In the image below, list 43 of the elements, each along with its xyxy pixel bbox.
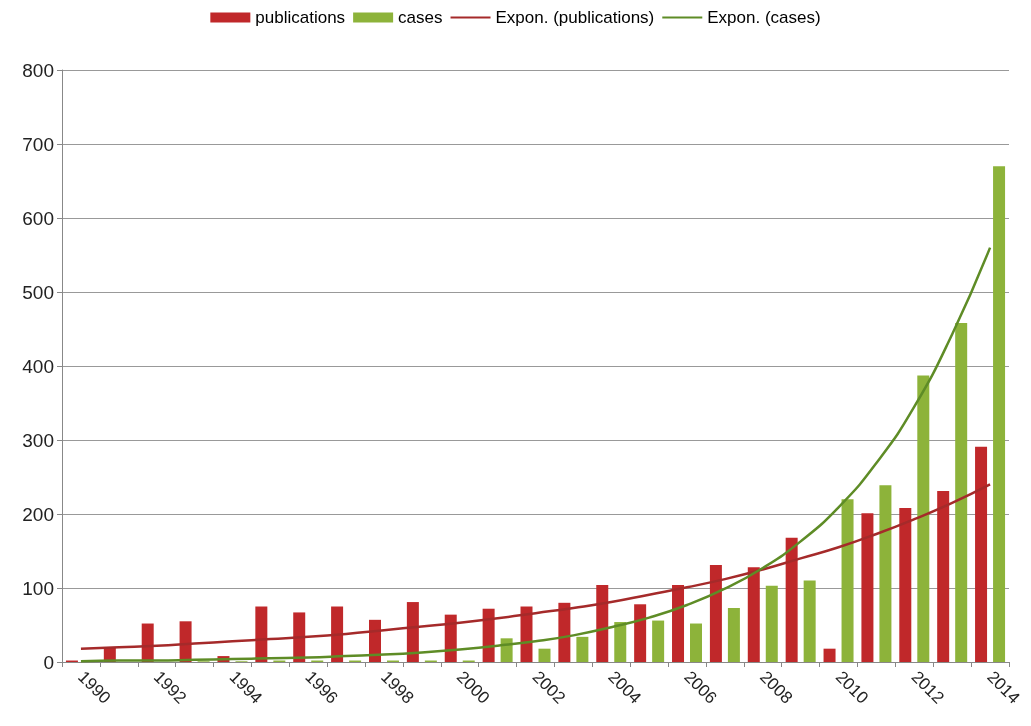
y-tick-label: 400 — [22, 355, 54, 377]
bar — [937, 491, 950, 662]
legend-label: publications — [255, 8, 346, 27]
bar — [975, 446, 988, 662]
y-tick-label: 700 — [22, 133, 54, 155]
bar — [861, 513, 874, 662]
bar — [558, 602, 571, 662]
bar — [917, 375, 930, 662]
bar — [672, 585, 685, 662]
bar — [634, 604, 647, 662]
y-tick-label: 600 — [22, 207, 54, 229]
bar — [727, 607, 740, 662]
y-tick-label: 200 — [22, 503, 54, 525]
y-tick-label: 0 — [43, 651, 54, 673]
bar — [823, 648, 836, 662]
y-tick-label: 500 — [22, 281, 54, 303]
bar — [899, 508, 912, 662]
bar — [406, 602, 419, 662]
bar — [879, 485, 892, 662]
line-series — [79, 483, 992, 650]
y-tick-label: 300 — [22, 429, 54, 451]
legend-label: Expon. (publications) — [495, 8, 655, 27]
bar — [841, 499, 854, 662]
bar — [520, 606, 533, 662]
y-tick-label: 100 — [22, 577, 54, 599]
bar — [596, 585, 609, 662]
bar — [709, 565, 722, 662]
legend-label: Expon. (cases) — [707, 8, 821, 27]
bar — [482, 608, 495, 662]
bar — [576, 636, 589, 662]
line-series — [79, 246, 992, 663]
bar — [652, 620, 665, 662]
legend-label: cases — [398, 8, 443, 27]
bar — [803, 580, 816, 662]
bar — [785, 537, 798, 662]
bar — [747, 567, 760, 662]
bar — [765, 585, 778, 662]
bar — [690, 623, 703, 662]
bar — [538, 648, 551, 662]
bar — [955, 323, 968, 662]
bar — [993, 166, 1006, 662]
bar — [614, 622, 627, 662]
y-tick-label: 800 — [22, 59, 54, 81]
